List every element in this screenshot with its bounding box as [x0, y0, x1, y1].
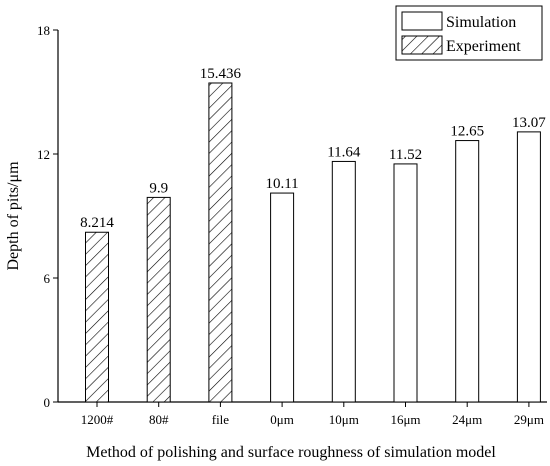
data-label: 12.65 [450, 124, 484, 140]
data-label: 9.9 [149, 180, 168, 196]
bar-simulation [516, 131, 541, 403]
plot-area: 0 6 12 18 1200# 8.214 80# 9.9 file 15.436 0μm 10.11… [37, 23, 547, 427]
data-label: 15.436 [200, 66, 242, 82]
y-tick-label: 12 [37, 147, 50, 162]
bar-experiment [146, 196, 171, 403]
bar-simulation [270, 192, 295, 403]
x-tick-label: 24μm [452, 412, 482, 427]
x-tick-label: 80# [149, 412, 169, 427]
y-tick-label: 18 [37, 23, 50, 38]
bar-experiment [208, 82, 233, 403]
x-tick-label: 0μm [270, 412, 294, 427]
y-axis-title: Depth of pits/μm [5, 161, 22, 271]
x-tick-label: 16μm [390, 412, 420, 427]
data-label: 10.11 [265, 176, 298, 192]
data-label: 11.64 [327, 144, 361, 160]
legend-swatch-simulation [401, 11, 443, 31]
legend: Simulation Experiment [395, 5, 543, 61]
x-tick-label: 29μm [514, 412, 544, 427]
y-tick-label: 0 [44, 395, 51, 410]
x-axis-title: Method of polishing and surface roughnes… [86, 444, 496, 461]
bar-simulation [331, 160, 356, 403]
bar-simulation [455, 140, 480, 403]
legend-label-simulation: Simulation [446, 14, 516, 31]
legend-label-experiment: Experiment [446, 38, 521, 55]
y-tick-label: 6 [44, 271, 51, 286]
bar-experiment [85, 231, 109, 403]
bar-simulation [393, 163, 418, 403]
data-label: 8.214 [80, 215, 114, 231]
x-tick-label: 1200# [81, 412, 114, 427]
legend-swatch-experiment [401, 35, 443, 55]
data-label: 13.07 [512, 115, 546, 131]
data-label: 11.52 [389, 147, 422, 163]
x-tick-label: file [212, 412, 230, 427]
x-tick-label: 10μm [329, 412, 359, 427]
